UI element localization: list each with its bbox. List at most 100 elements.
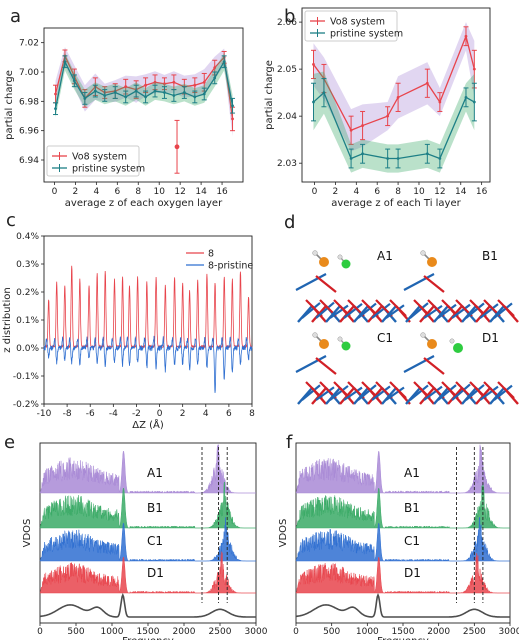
data-point [163, 82, 166, 86]
lattice-bond [329, 304, 349, 319]
lattice-bond [385, 386, 405, 401]
lattice-bond [423, 275, 445, 293]
legend-label: 8 [208, 249, 214, 260]
data-point [464, 95, 468, 99]
lattice-bond [343, 302, 363, 319]
legend-label: 8-pristine [208, 261, 253, 272]
data-point [213, 66, 217, 69]
x-tick-label: 2500 [463, 627, 486, 637]
x-tick-label: 12 [174, 187, 185, 197]
vdos-series-reference [295, 592, 510, 618]
lattice-bond [389, 381, 407, 399]
x-tick-label: 0 [37, 627, 43, 637]
data-point [54, 107, 57, 111]
data-point [134, 89, 138, 93]
chlorine-atom [341, 341, 351, 351]
panel-letter-f: f [286, 432, 293, 453]
data-point [349, 157, 353, 160]
vdos-series-label: A1 [147, 466, 163, 480]
lattice-bond [451, 303, 471, 319]
chart-f-axes: 0 500 1000 1500 2000 2500 3000 Frequency VDOS [278, 442, 519, 640]
x-tick-label: 6 [114, 187, 120, 197]
lattice-bond [403, 273, 435, 291]
lattice-bond [493, 384, 513, 401]
y-tick-label: 7.02 [19, 39, 39, 49]
carbon-atom [427, 339, 437, 349]
x-tick-label: 8 [249, 409, 255, 419]
y-axis-label: VDOS [22, 519, 33, 548]
series-line-eight-pristine [43, 335, 253, 393]
data-point [172, 80, 176, 84]
vdos-area [295, 444, 510, 494]
x-tick-label: 10 [413, 187, 425, 197]
legend-label: Vo8 system [330, 17, 385, 28]
lattice-bond [489, 387, 505, 405]
lattice-bond [409, 302, 429, 319]
vdos-area [39, 481, 256, 529]
legend-label: pristine system [72, 164, 145, 175]
data-point [361, 152, 364, 156]
lattice-bond [311, 387, 327, 405]
x-tick-label: 3000 [245, 627, 268, 637]
snapshot-a1 [295, 250, 411, 323]
y-tick-label: 0.1% [16, 316, 39, 326]
lattice-bond [385, 304, 405, 319]
data-point [361, 124, 364, 127]
x-tick-label: 1000 [356, 627, 379, 637]
panel-letter-b: b [284, 6, 295, 27]
series-pristine [310, 71, 477, 173]
lattice-bond [479, 385, 499, 401]
x-tick-label: -10 [37, 409, 52, 419]
x-tick-label: 1500 [137, 627, 160, 637]
data-point [222, 60, 226, 64]
lattice-bond [433, 305, 449, 323]
data-point [93, 89, 97, 93]
x-tick-label: 4 [353, 187, 359, 197]
lattice-bond [403, 355, 435, 373]
data-point [193, 95, 197, 99]
x-tick-label: 4 [94, 187, 100, 197]
data-point [182, 91, 186, 94]
lattice-bond [297, 387, 313, 405]
data-point [213, 76, 217, 80]
series-line-eight [43, 265, 253, 349]
snapshot-label: A1 [377, 249, 393, 263]
chart-b-axes: 0 2 4 6 8 10 12 14 16 2.03 2.04 2.05 2.06 average z o… [264, 7, 491, 209]
lattice-bond [475, 387, 491, 405]
data-point [72, 79, 76, 83]
x-tick-label: 2000 [427, 627, 450, 637]
lattice-bond [367, 387, 383, 405]
x-tick-label: 6 [226, 409, 232, 419]
confidence-band [55, 47, 233, 137]
chlorine-atom [453, 343, 463, 353]
data-point [63, 60, 67, 64]
lattice-bond [315, 275, 337, 293]
legend-label: pristine system [330, 29, 403, 40]
lattice-bond [325, 305, 341, 323]
lattice-bond [353, 387, 369, 405]
x-tick-label: 2 [333, 187, 339, 197]
data-point [472, 67, 476, 71]
y-tick-label: 2.04 [277, 112, 297, 122]
vdos-series-label: C1 [404, 534, 420, 548]
snapshot-label: B1 [482, 249, 498, 263]
carbon-atom [319, 339, 329, 349]
x-tick-label: 4 [203, 409, 209, 419]
data-point [349, 128, 353, 132]
y-tick-label: 6.96 [19, 127, 39, 137]
lattice-bond [461, 387, 477, 405]
lattice-bond [357, 302, 377, 319]
data-point [202, 92, 206, 96]
data-point [396, 157, 400, 160]
x-tick-label: 0 [312, 187, 318, 197]
confidence-band [313, 71, 475, 173]
y-axis-label: z distribution [2, 287, 13, 352]
lattice-bond [423, 304, 443, 319]
lattice-bond [295, 355, 327, 373]
snapshot-c1 [295, 332, 411, 405]
y-tick-label: 0.0% [16, 344, 39, 354]
x-tick-label: 2000 [173, 627, 196, 637]
chart-a-axes: 0 2 4 6 8 10 12 14 16 6.94 6.96 6.98 7.00 7.02 average… [4, 27, 244, 209]
data-point [202, 80, 206, 84]
legend: 88-pristine [186, 249, 253, 272]
